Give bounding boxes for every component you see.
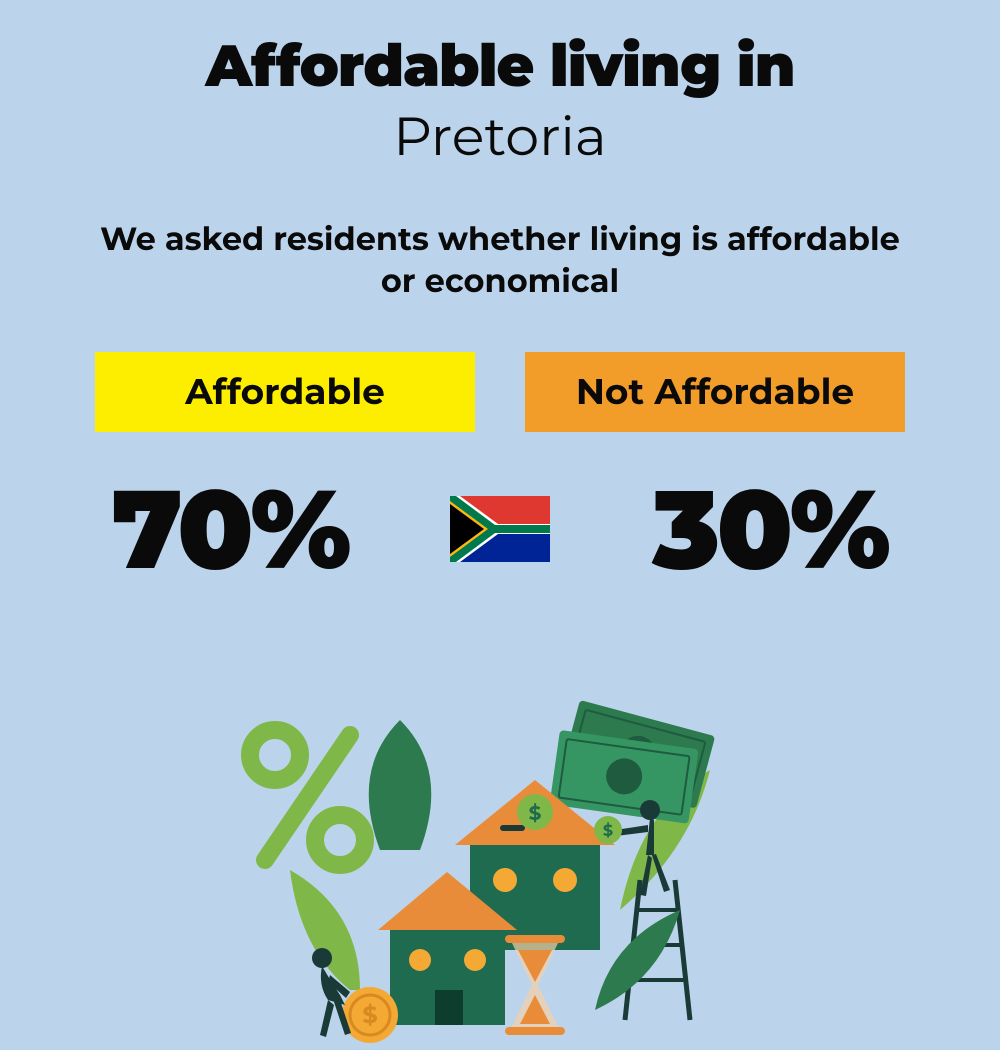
title-line-1: Affordable living in [0, 30, 1000, 101]
title-line-2: Pretoria [0, 103, 1000, 169]
svg-text:$: $ [529, 802, 542, 826]
affordable-label: Affordable [95, 352, 475, 432]
not-affordable-percent: 30% [580, 462, 960, 596]
affordable-percent: 70% [40, 462, 420, 596]
svg-text:$: $ [362, 1001, 377, 1030]
savings-illustration: $ $ $ [200, 670, 800, 1050]
values-row: 70% 30% [0, 462, 1000, 596]
not-affordable-label: Not Affordable [525, 352, 905, 432]
percent-sign-icon [250, 730, 365, 865]
svg-text:$: $ [603, 822, 613, 841]
leaf-icon [369, 720, 432, 850]
subtitle-text: We asked residents whether living is aff… [0, 219, 1000, 302]
labels-row: Affordable Not Affordable [0, 352, 1000, 432]
south-africa-flag-icon [450, 496, 550, 562]
